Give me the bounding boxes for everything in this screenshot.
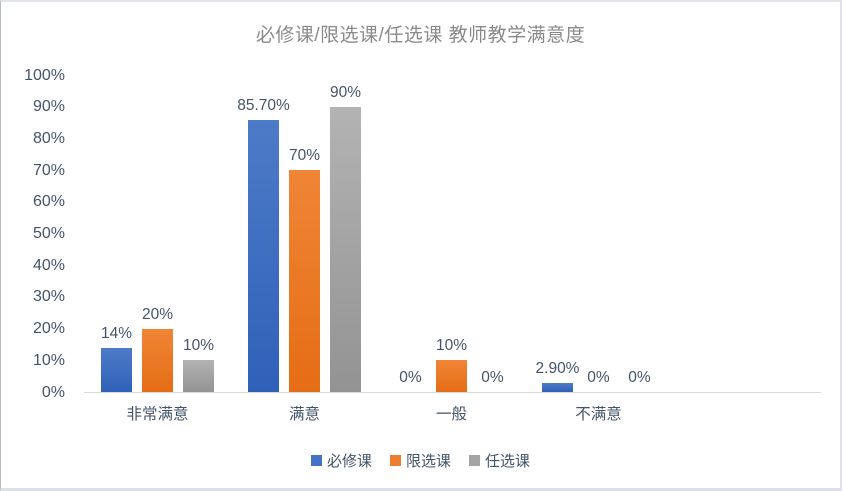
bar-value-label: 70% [288, 147, 321, 165]
x-axis-line [84, 392, 821, 393]
x-category-label: 不满意 [575, 406, 622, 423]
legend-item-任选课[interactable]: 任选课 [469, 450, 530, 471]
bar-限选课-满意[interactable] [289, 170, 320, 392]
y-tick-label: 40% [32, 256, 65, 274]
bar-必修课-满意[interactable] [248, 120, 279, 392]
bar-value-label: 85.70% [237, 97, 290, 115]
bar-value-label: 20% [141, 305, 174, 323]
y-tick-label: 80% [32, 129, 65, 147]
y-tick-label: 20% [32, 320, 65, 338]
legend-label: 必修课 [326, 453, 372, 470]
bar-value-label: 0% [587, 369, 610, 386]
legend-swatch-icon [469, 455, 480, 466]
y-tick-label: 10% [32, 351, 65, 369]
bar-value-label: 0% [399, 369, 422, 386]
x-category-label: 满意 [288, 406, 320, 423]
bar-任选课-满意[interactable] [330, 106, 361, 392]
y-tick-label: 100% [24, 66, 65, 84]
x-category-label: 非常满意 [126, 406, 189, 423]
legend-swatch-icon [310, 455, 322, 466]
legend-label: 任选课 [485, 453, 531, 470]
bar-限选课-非常满意[interactable] [142, 328, 173, 392]
y-tick-label: 70% [32, 161, 65, 179]
bar-value-label: 2.90% [535, 359, 580, 377]
y-tick-label: 90% [32, 98, 65, 116]
bar-value-label: 90% [329, 83, 362, 101]
bar-value-label: 10% [182, 337, 215, 355]
bar-value-label: 0% [628, 369, 651, 386]
bar-value-label: 14% [100, 324, 133, 342]
bar-value-label: 0% [481, 369, 504, 386]
y-tick-label: 30% [32, 288, 65, 306]
y-tick-label: 60% [32, 193, 65, 211]
legend-item-必修课[interactable]: 必修课 [310, 450, 372, 471]
x-category-label: 一般 [435, 406, 467, 423]
bar-value-label: 10% [435, 337, 468, 355]
legend: 必修课 限选课 任选课 [1, 450, 840, 471]
bar-必修课-非常满意[interactable] [101, 347, 132, 392]
bar-限选课-一般[interactable] [436, 360, 467, 392]
chart-title: 必修课/限选课/任选课 教师教学满意度 [255, 25, 586, 46]
legend-label: 限选课 [405, 453, 451, 470]
legend-item-限选课[interactable]: 限选课 [389, 450, 451, 471]
legend-swatch-icon [389, 455, 401, 466]
bar-必修课-不满意[interactable] [542, 382, 573, 392]
bar-任选课-非常满意[interactable] [183, 360, 214, 392]
y-tick-label: 0% [41, 383, 65, 401]
y-tick-label: 50% [32, 225, 65, 242]
